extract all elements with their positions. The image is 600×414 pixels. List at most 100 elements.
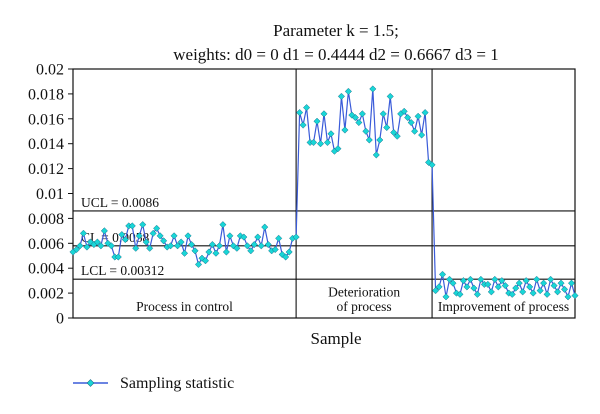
data-point [139,221,147,229]
data-point [355,118,363,127]
data-point [201,257,210,265]
data-point [411,127,419,135]
data-point [170,232,178,240]
data-point [167,242,175,250]
data-point [149,229,157,237]
data-point [470,284,478,292]
data-point [275,234,283,242]
data-point [393,132,401,140]
data-point [452,289,461,297]
data-point [390,128,398,137]
data-point [296,109,304,117]
data-point [449,279,457,287]
data-point [459,277,467,285]
data-point [341,126,349,134]
data-point [233,244,241,252]
control-line-label-ucl: UCL = 0.0086 [81,195,159,210]
data-point [93,238,101,246]
y-axis: 0 0.002 0.004 0.006 0.008 0.01 0.012 0.014 0.016… [28,62,73,328]
data-point [473,290,481,298]
data-point [533,275,541,283]
data-point [418,131,426,139]
data-point [215,242,223,250]
data-point [362,127,370,135]
series-sampling-statistic [69,85,579,301]
data-point [282,253,290,261]
data-point [247,247,255,255]
y-tick-label: 0.008 [28,211,64,228]
y-tick-label: 0.014 [28,136,64,153]
data-point [529,289,537,297]
y-tick-label: 0.016 [28,111,64,128]
data-point [229,242,237,250]
data-point [379,110,387,118]
y-tick-label: 0.006 [28,236,64,253]
data-point [135,232,143,240]
data-point [383,123,391,132]
data-point [334,145,342,153]
data-point [428,161,436,169]
data-point [313,117,321,125]
data-point [177,238,185,246]
data-point [121,236,129,244]
data-point [292,233,300,241]
data-point [358,110,366,118]
data-point [219,221,227,229]
data-point [323,138,332,147]
chart-title-line-1: Parameter k = 1.5; [273,21,399,40]
phase-label: Process in control [136,299,233,314]
data-point [243,242,251,250]
data-point [435,283,443,291]
data-point [261,223,269,231]
data-point [114,253,122,261]
y-tick-label: 0.018 [28,86,64,103]
data-point [181,249,189,257]
data-point [365,136,373,144]
data-point [132,244,140,252]
data-point [254,233,262,241]
data-point [257,242,265,250]
legend-marker [86,379,95,387]
data-point [327,130,335,138]
data-point [494,283,502,291]
data-point [477,275,485,283]
phase-label: Deterioration [328,285,400,300]
y-tick-label: 0.004 [28,261,64,278]
data-point [543,290,551,298]
data-point [208,240,216,249]
phase-label: Improvement of process [438,299,569,314]
legend-label-sampling-statistic: Sampling statistic [120,375,234,392]
data-point [519,288,527,296]
data-point [146,244,154,252]
phase-label: of process [337,299,392,314]
data-point [100,227,108,235]
data-point [118,231,126,239]
data-point [515,279,523,287]
data-point [456,290,464,298]
data-point [97,242,105,250]
data-point [498,277,506,285]
data-point [222,248,230,256]
data-point [212,249,220,257]
data-point [369,85,377,93]
data-point [400,107,408,115]
data-point [184,232,192,240]
data-point [442,293,450,301]
data-point [303,104,311,112]
data-point [299,121,307,129]
data-point [432,287,440,295]
data-point [414,112,422,120]
chart-title-line-2: weights: d0 = 0 d1 = 0.4444 d2 = 0.6667 … [173,45,498,64]
data-point [386,92,394,100]
data-point [557,279,565,287]
data-point [316,140,325,148]
data-point [226,232,234,240]
data-point [250,240,258,249]
legend: Sampling statistic [73,375,234,392]
data-point [550,282,558,290]
data-point [344,87,352,95]
data-point [372,151,380,159]
